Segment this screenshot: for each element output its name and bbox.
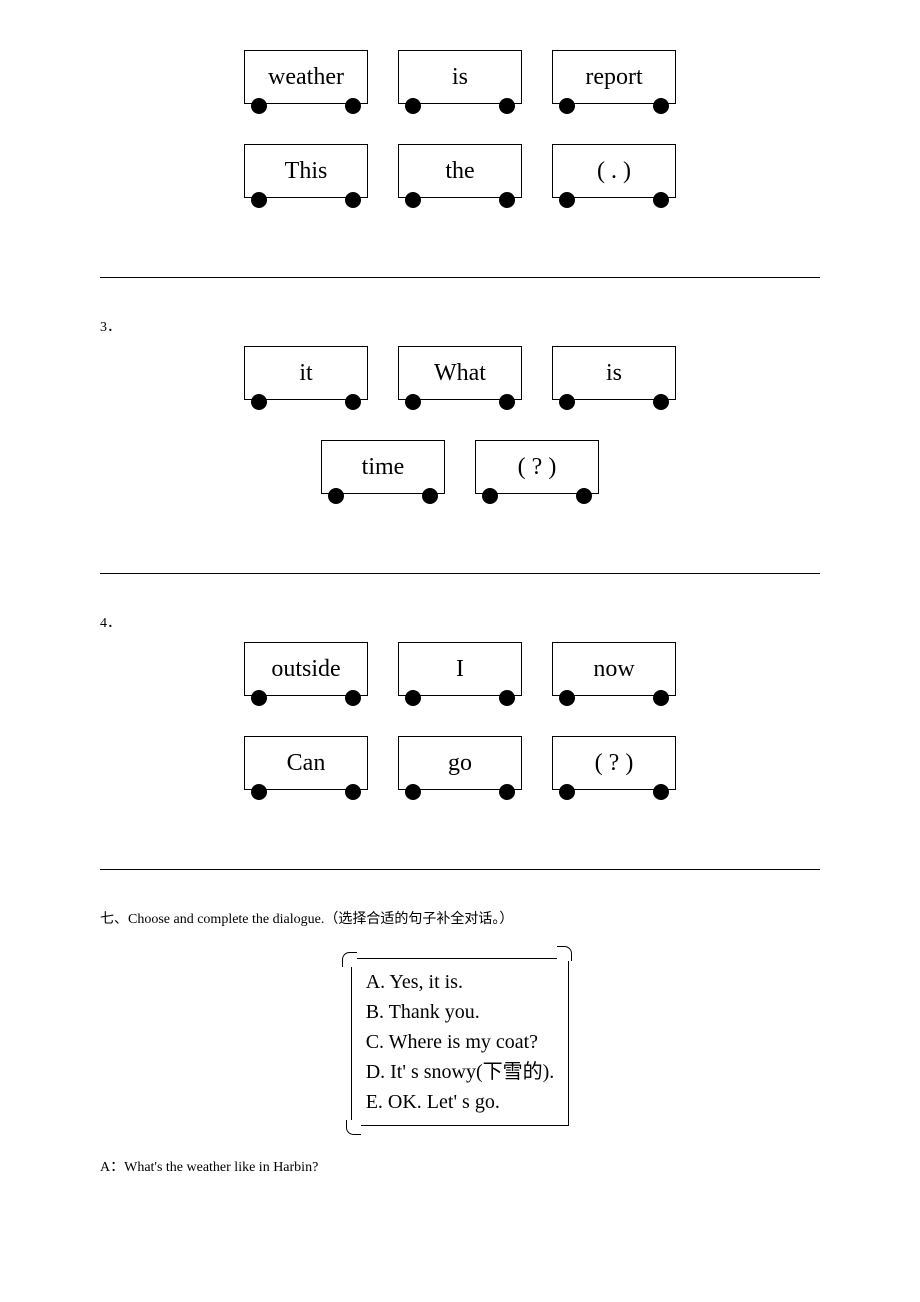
question-number: 4． (100, 612, 820, 632)
option-a: A. Yes, it is. (366, 967, 555, 997)
word-card: What (398, 346, 522, 410)
word-card-text: it (244, 346, 368, 400)
dialogue-line-a: A：What's the weather like in Harbin? (100, 1156, 820, 1176)
word-card: now (552, 642, 676, 706)
word-card: ( ? ) (475, 440, 599, 504)
card-wheels-icon (482, 488, 592, 504)
question-2-cards: weather is report This the ( . ) (100, 50, 820, 238)
word-card: go (398, 736, 522, 800)
card-row: weather is report (244, 50, 676, 114)
word-card: the (398, 144, 522, 208)
word-card-text: report (552, 50, 676, 104)
word-card-text: go (398, 736, 522, 790)
card-wheels-icon (405, 98, 515, 114)
word-card: time (321, 440, 445, 504)
word-card: weather (244, 50, 368, 114)
card-row: time ( ? ) (321, 440, 599, 504)
word-card-text: outside (244, 642, 368, 696)
card-wheels-icon (405, 192, 515, 208)
word-card: is (552, 346, 676, 410)
word-card-text: is (398, 50, 522, 104)
card-wheels-icon (559, 98, 669, 114)
word-card-text: ( ? ) (552, 736, 676, 790)
card-wheels-icon (251, 192, 361, 208)
word-card-text: ( ? ) (475, 440, 599, 494)
word-card-text: What (398, 346, 522, 400)
question-number: 3． (100, 316, 820, 336)
card-wheels-icon (251, 394, 361, 410)
option-c: C. Where is my coat? (366, 1027, 555, 1057)
word-card: I (398, 642, 522, 706)
answer-blank-line (100, 868, 820, 870)
card-wheels-icon (405, 690, 515, 706)
option-box-container: A. Yes, it is. B. Thank you. C. Where is… (100, 958, 820, 1126)
word-card-text: Can (244, 736, 368, 790)
option-d: D. It' s snowy(下雪的). (366, 1057, 555, 1087)
page-curl-icon (342, 952, 357, 967)
word-card: it (244, 346, 368, 410)
page-curl-icon (346, 1120, 361, 1135)
word-card: This (244, 144, 368, 208)
card-row: outside I now (244, 642, 676, 706)
card-wheels-icon (559, 784, 669, 800)
options-box: A. Yes, it is. B. Thank you. C. Where is… (351, 958, 570, 1126)
word-card: Can (244, 736, 368, 800)
card-wheels-icon (328, 488, 438, 504)
question-3-cards: it What is time ( ? ) (100, 346, 820, 534)
card-wheels-icon (251, 98, 361, 114)
word-card: ( ? ) (552, 736, 676, 800)
card-wheels-icon (405, 394, 515, 410)
card-wheels-icon (559, 394, 669, 410)
section-title: 七、Choose and complete the dialogue.（选择合适… (100, 908, 820, 928)
answer-blank-line (100, 572, 820, 574)
word-card-text: time (321, 440, 445, 494)
card-row: it What is (244, 346, 676, 410)
card-wheels-icon (405, 784, 515, 800)
word-card-text: now (552, 642, 676, 696)
word-card: is (398, 50, 522, 114)
word-card: ( . ) (552, 144, 676, 208)
word-card-text: I (398, 642, 522, 696)
word-card-text: This (244, 144, 368, 198)
answer-blank-line (100, 276, 820, 278)
question-4-cards: outside I now Can go ( ? ) (100, 642, 820, 830)
card-wheels-icon (251, 690, 361, 706)
page-curl-icon (557, 946, 572, 961)
word-card-text: ( . ) (552, 144, 676, 198)
word-card: report (552, 50, 676, 114)
option-b: B. Thank you. (366, 997, 555, 1027)
card-wheels-icon (251, 784, 361, 800)
word-card-text: is (552, 346, 676, 400)
word-card: outside (244, 642, 368, 706)
card-wheels-icon (559, 690, 669, 706)
word-card-text: weather (244, 50, 368, 104)
option-e: E. OK. Let' s go. (366, 1087, 555, 1117)
card-row: Can go ( ? ) (244, 736, 676, 800)
word-card-text: the (398, 144, 522, 198)
card-row: This the ( . ) (244, 144, 676, 208)
card-wheels-icon (559, 192, 669, 208)
